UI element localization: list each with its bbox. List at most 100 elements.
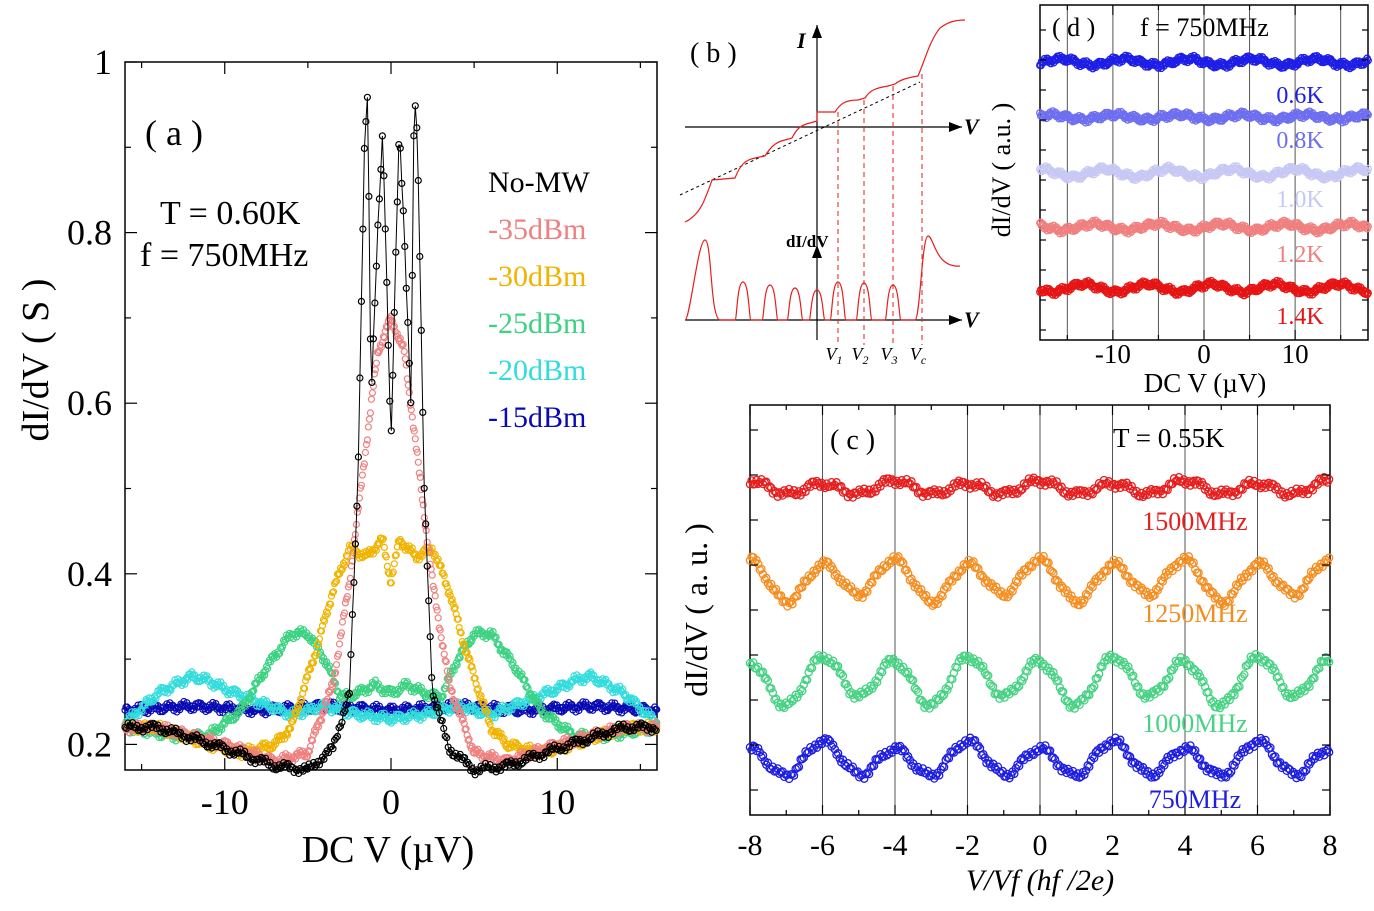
- x-tick-label: 6: [1250, 829, 1265, 862]
- data-point: [526, 710, 534, 718]
- data-point: [428, 571, 436, 579]
- data-point: [437, 561, 445, 570]
- data-point: [506, 652, 514, 660]
- data-point: [557, 707, 565, 715]
- legend-entry: -15dBm: [488, 401, 586, 434]
- data-point: [357, 553, 365, 561]
- current-axis-arrow-icon: [812, 25, 822, 38]
- data-point: [547, 686, 555, 694]
- data-point: [443, 674, 451, 683]
- data-point: [332, 661, 341, 669]
- data-point: [445, 588, 453, 596]
- legend-entry: No-MW: [488, 166, 590, 199]
- data-point: [440, 572, 448, 580]
- y-tick-label: 0.4: [67, 554, 112, 594]
- series-label-1250MHz: 1250MHz: [1142, 599, 1247, 628]
- voltage-axis-arrow-icon: [949, 122, 962, 132]
- data-point: [436, 626, 444, 634]
- data-point: [309, 659, 318, 667]
- data-point: [420, 513, 428, 522]
- x-tick-label: 2: [1105, 829, 1120, 862]
- marker-label-V1: V1: [826, 344, 843, 367]
- data-point: [335, 640, 344, 648]
- data-point: [384, 568, 392, 577]
- data-point: [340, 561, 349, 569]
- panel-b-current-label: I: [796, 28, 807, 53]
- data-point: [437, 634, 445, 642]
- data-point: [392, 551, 400, 559]
- data-point: [270, 742, 278, 750]
- x-tick-label: 10: [539, 782, 575, 822]
- panel-c-xlabel: V/Vf (hf /2e): [966, 864, 1114, 897]
- data-point: [347, 710, 355, 718]
- data-point: [250, 686, 258, 695]
- panel-a-legend: No-MW-35dBm-30dBm-25dBm-20dBm-15dBm: [488, 166, 590, 434]
- series-label-1500MHz: 1500MHz: [1142, 507, 1247, 536]
- panel-a-temperature: T = 0.60K: [160, 195, 301, 232]
- data-point: [316, 648, 325, 656]
- data-point: [440, 650, 448, 658]
- data-point: [601, 707, 609, 716]
- data-point: [469, 667, 477, 675]
- panel-a-label: ( a ): [145, 113, 203, 153]
- data-point: [332, 704, 341, 712]
- data-point: [371, 366, 379, 374]
- data-point: [216, 708, 224, 717]
- x-tick-label: -8: [738, 829, 763, 862]
- data-point: [314, 640, 323, 648]
- data-point: [380, 543, 388, 552]
- panel-c: -8 -6 -4 -2 0 2 4 6 8 ( c ) T = 0.55K 1500MHz125…: [678, 404, 1338, 897]
- data-point: [152, 695, 160, 703]
- data-point: [298, 696, 306, 704]
- data-point: [361, 448, 369, 457]
- x-tick-label: -6: [810, 829, 835, 862]
- data-point: [468, 662, 476, 671]
- data-point: [367, 395, 375, 403]
- data-point: [408, 413, 416, 421]
- y-tick-label: 0.2: [67, 724, 112, 764]
- data-point: [450, 666, 458, 675]
- panel-a-series: [121, 93, 661, 779]
- data-point: [411, 435, 419, 443]
- data-point: [431, 592, 439, 600]
- data-point: [298, 699, 306, 707]
- marker-label-V3: V3: [881, 344, 898, 367]
- data-point: [301, 684, 309, 693]
- data-point: [329, 588, 338, 596]
- data-point: [504, 650, 512, 658]
- legend-entry: -30dBm: [488, 260, 586, 293]
- panel-a-frequency: f = 750MHz: [140, 237, 308, 274]
- data-point: [390, 560, 398, 568]
- data-point: [451, 603, 459, 612]
- data-point: [653, 705, 661, 714]
- data-point: [372, 359, 380, 367]
- data-point: [333, 687, 342, 695]
- data-point: [400, 348, 408, 356]
- panel-c-label: ( c ): [830, 425, 875, 456]
- panel-c-temperature: T = 0.55K: [1113, 423, 1225, 453]
- data-point: [483, 708, 491, 716]
- data-point: [503, 740, 511, 748]
- data-point: [369, 382, 377, 390]
- y-tick-label: 0.6: [67, 383, 112, 423]
- marker-label-V2: V2: [852, 344, 869, 367]
- legend-entry: -35dBm: [488, 213, 586, 246]
- x-tick-label: 4: [1178, 829, 1193, 862]
- data-point: [287, 724, 295, 733]
- panel-c-ticks: -8 -6 -4 -2 0 2 4 6 8: [738, 405, 1338, 862]
- data-point: [153, 691, 161, 699]
- data-point: [457, 629, 465, 637]
- data-point: [399, 717, 407, 725]
- x-tick-label: 0: [1033, 829, 1048, 862]
- x-tick-label: 8: [1323, 829, 1338, 862]
- data-point: [365, 415, 373, 423]
- data-point: [391, 552, 399, 560]
- data-point: [131, 707, 139, 716]
- data-point: [400, 677, 408, 686]
- data-point: [306, 665, 315, 674]
- data-point: [327, 592, 336, 600]
- data-point: [442, 682, 450, 690]
- data-point: [448, 595, 456, 604]
- y-tick-label: 1: [94, 42, 112, 82]
